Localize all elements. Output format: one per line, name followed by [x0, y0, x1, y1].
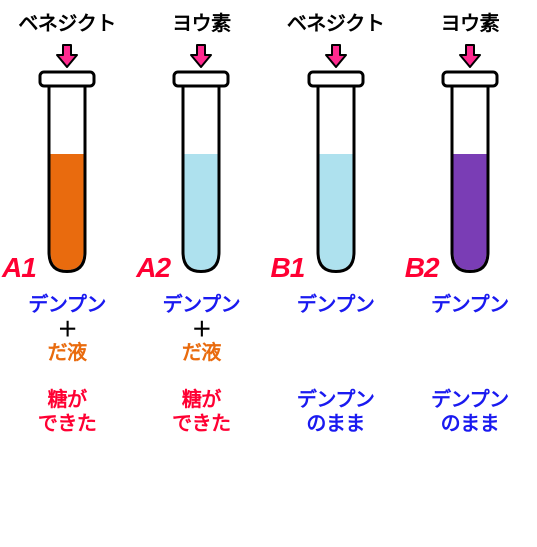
reagent-label: ヨウ素: [151, 10, 251, 38]
tube-holder: A1: [0, 70, 134, 290]
arrow-down-icon: [457, 43, 483, 69]
tube-column-A1: ベネジクト A1 デンプン＋だ液糖ができた: [0, 0, 134, 436]
arrow-holder: [54, 42, 80, 70]
result-line2: のまま: [306, 412, 365, 436]
contents-line2: だ液: [48, 342, 87, 368]
tube-id-label: A2: [136, 252, 170, 284]
tube-holder: B2: [403, 70, 537, 290]
tube-column-A2: ヨウ素 A2 デンプン＋だ液糖ができた: [134, 0, 268, 436]
reagent-label: ヨウ素: [420, 10, 520, 38]
contents-line1: デンプン: [163, 294, 240, 320]
arrow-holder: [188, 42, 214, 70]
tube-holder: B1: [269, 70, 403, 290]
result-line1: 糖が: [48, 388, 87, 412]
contents-line1: デンプン: [297, 294, 374, 320]
reagent-label: ベネジクト: [17, 10, 117, 38]
plus-symbol: ＋: [192, 320, 211, 342]
result-line1: 糖が: [182, 388, 221, 412]
test-tube-icon: [170, 70, 232, 284]
result-line1: デンプン: [297, 388, 374, 412]
result-line2: できた: [172, 412, 231, 436]
arrow-holder: [457, 42, 483, 70]
tube-column-B2: ヨウ素 B2デンプンデンプンのまま: [403, 0, 537, 436]
contents-line2: だ液: [182, 342, 221, 368]
tube-id-label: A1: [2, 252, 36, 284]
tube-id-label: B1: [271, 252, 305, 284]
tube-id-label: B2: [405, 252, 439, 284]
arrow-down-icon: [188, 43, 214, 69]
arrow-down-icon: [323, 43, 349, 69]
arrow-down-icon: [54, 43, 80, 69]
arrow-holder: [323, 42, 349, 70]
test-tube-icon: [439, 70, 501, 284]
tube-column-B1: ベネジクト B1デンプンデンプンのまま: [269, 0, 403, 436]
test-tube-icon: [36, 70, 98, 284]
contents-line1: デンプン: [431, 294, 508, 320]
test-tube-icon: [305, 70, 367, 284]
result-line2: できた: [38, 412, 97, 436]
result-line1: デンプン: [431, 388, 508, 412]
reagent-label: ベネジクト: [286, 10, 386, 38]
result-line2: のまま: [441, 412, 500, 436]
plus-symbol: ＋: [58, 320, 77, 342]
tube-holder: A2: [134, 70, 268, 290]
contents-line1: デンプン: [28, 294, 105, 320]
